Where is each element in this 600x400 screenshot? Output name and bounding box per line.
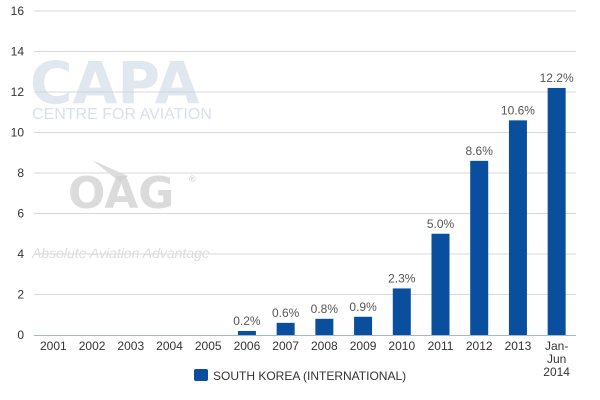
x-tick-label: 2005 xyxy=(195,339,222,353)
data-label: 10.6% xyxy=(501,103,535,117)
legend-swatch xyxy=(194,369,208,381)
x-tick-label: 2013 xyxy=(505,339,532,353)
capa-watermark: CAPA xyxy=(30,49,200,117)
data-label: 0.2% xyxy=(233,314,261,328)
y-tick-label: 2 xyxy=(17,288,24,302)
x-tick-label: 2010 xyxy=(388,339,415,353)
x-tick-label: 2008 xyxy=(311,339,338,353)
x-tick-label: 2012 xyxy=(466,339,493,353)
legend-label: SOUTH KOREA (INTERNATIONAL) xyxy=(213,369,406,383)
x-tick-label: 2006 xyxy=(234,339,261,353)
oag-watermark: OAG xyxy=(68,168,174,219)
bar xyxy=(276,322,295,335)
y-tick-label: 0 xyxy=(17,328,24,342)
x-tick-label: 2004 xyxy=(156,339,183,353)
data-labels: 0.2% 0.6% 0.8% 0.9% 2.3% 5.0% 8.6% 10.6% 12.2% xyxy=(233,71,574,328)
x-tick-label: 2007 xyxy=(272,339,299,353)
x-tick-label: 2003 xyxy=(117,339,144,353)
y-tick-label: 6 xyxy=(17,207,24,221)
bar xyxy=(237,330,256,335)
bar xyxy=(315,318,334,335)
oag-swoosh-icon xyxy=(92,160,128,182)
bar xyxy=(354,316,373,335)
y-tick-label: 8 xyxy=(17,166,24,180)
gridlines xyxy=(34,10,576,295)
bar xyxy=(431,233,450,335)
bar xyxy=(470,160,489,335)
x-tick-label: 2009 xyxy=(350,339,377,353)
y-tick-label: 10 xyxy=(11,126,25,140)
bar xyxy=(392,288,411,335)
bar xyxy=(508,120,527,335)
data-label: 0.6% xyxy=(272,306,300,320)
oag-tagline-watermark: Absolute Aviation Advantage xyxy=(31,245,210,261)
bars xyxy=(237,87,566,335)
x-axis-ticks: 2001 2002 2003 2004 2005 2006 2007 2008 2009 2010… xyxy=(40,339,570,379)
data-label: 5.0% xyxy=(427,217,455,231)
y-tick-label: 14 xyxy=(11,45,25,59)
data-label: 12.2% xyxy=(540,71,574,85)
y-tick-label: 12 xyxy=(11,85,25,99)
legend: SOUTH KOREA (INTERNATIONAL) xyxy=(194,369,406,383)
data-label: 0.9% xyxy=(349,300,377,314)
y-tick-label: 16 xyxy=(11,4,25,18)
bar xyxy=(547,87,566,335)
data-label: 8.6% xyxy=(466,144,494,158)
x-tick-label: 2011 xyxy=(428,339,454,353)
capa-subtitle-watermark: CENTRE FOR AVIATION xyxy=(32,106,212,123)
x-tick-label: Jan-Jun 2014 xyxy=(543,339,570,379)
y-tick-label: 4 xyxy=(17,247,24,261)
data-label: 0.8% xyxy=(311,302,339,316)
x-tick-label: 2001 xyxy=(40,339,67,353)
watermark-group: CAPA CENTRE FOR AVIATION OAG ® Absolute … xyxy=(30,49,212,261)
oag-registered-mark: ® xyxy=(189,174,196,184)
y-axis-ticks: 0 2 4 6 8 10 12 14 16 xyxy=(11,4,25,342)
x-tick-label: 2002 xyxy=(79,339,106,353)
data-label: 2.3% xyxy=(388,271,416,285)
